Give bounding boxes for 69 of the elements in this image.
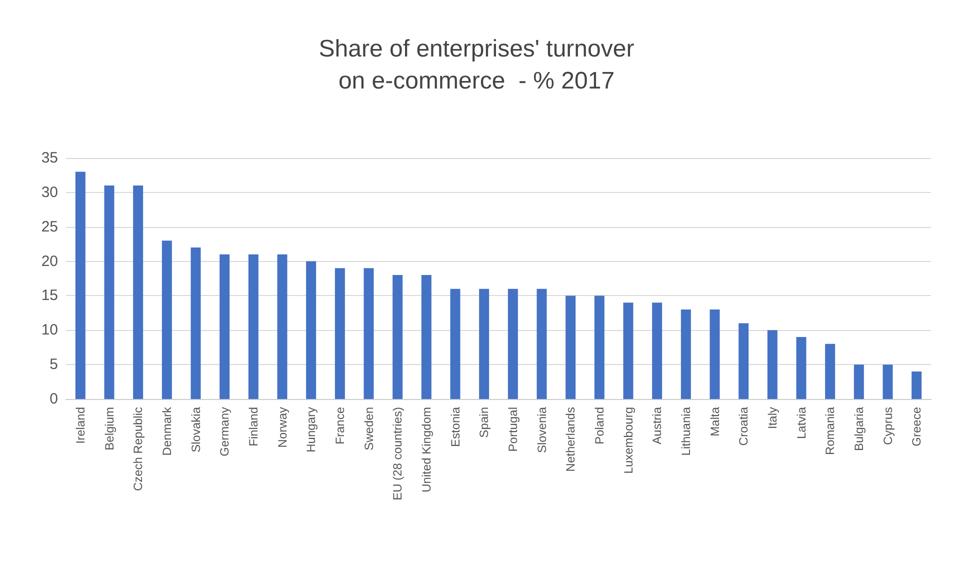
x-tick-label: Spain: [477, 407, 492, 438]
bar: [508, 288, 518, 399]
x-tick-label: Germany: [218, 407, 232, 456]
bar: [104, 186, 114, 399]
x-tick-label: Sweden: [362, 407, 376, 450]
y-tick-label: 20: [41, 252, 58, 270]
y-tick-label: 15: [41, 287, 58, 304]
x-tick-label: Romania: [823, 406, 838, 456]
x-tick-label: Italy: [765, 407, 780, 430]
bar: [75, 172, 86, 399]
y-tick-label: 25: [41, 218, 58, 236]
bar: [566, 296, 576, 399]
y-tick-label: 0: [50, 390, 58, 408]
bar: [594, 296, 604, 399]
x-tick-label: Belgium: [102, 407, 116, 450]
bar: [738, 323, 749, 399]
bar: [392, 275, 403, 399]
x-tick-label: United Kingdom: [419, 407, 434, 492]
x-tick-label: Luxembourg: [621, 407, 636, 474]
bar: [825, 344, 836, 399]
x-tick-label: Finland: [246, 407, 260, 446]
bar: [710, 309, 720, 399]
bar: [680, 309, 691, 399]
x-tick-label: Netherlands: [564, 407, 578, 472]
x-tick-label: Greece: [910, 406, 924, 446]
bar: [854, 364, 864, 399]
bar: [536, 288, 547, 399]
bar: [882, 364, 893, 399]
bar: [334, 268, 345, 399]
x-tick-label: Cyprus: [880, 407, 895, 446]
x-tick-label: Slovenia: [534, 406, 549, 454]
bar: [364, 268, 374, 399]
x-tick-label: Lithuania: [678, 406, 693, 456]
x-tick-label: Portugal: [506, 407, 520, 452]
bar: [912, 371, 922, 399]
bar: [623, 302, 634, 399]
bar: [479, 288, 490, 399]
x-tick-label: France: [332, 406, 347, 444]
x-tick-label: Malta: [708, 406, 722, 436]
bar: [248, 254, 258, 399]
bar: [190, 248, 201, 399]
x-tick-label: Croatia: [736, 406, 751, 446]
x-tick-label: Slovakia: [188, 406, 203, 452]
x-tick-label: Estonia: [448, 406, 462, 448]
chart-title: Share of enterprises' turnover on e-commerce - % 2017: [318, 36, 634, 94]
bar: [421, 275, 432, 399]
x-tick-label: Latvia: [794, 406, 808, 440]
bar: [277, 254, 288, 399]
bar: [450, 288, 460, 399]
bar: [306, 261, 316, 399]
x-tick-label: Hungary: [304, 407, 318, 452]
y-tick-label: 35: [41, 150, 58, 166]
x-tick-label: Czech Republic: [131, 407, 146, 492]
bar: [162, 240, 172, 399]
y-tick-label: 5: [50, 356, 58, 374]
x-tick-label: Ireland: [73, 407, 88, 444]
y-tick-label: 10: [41, 322, 58, 339]
bar: [796, 337, 806, 399]
x-tick-label: Poland: [592, 407, 606, 444]
x-tick-label: Denmark: [160, 406, 174, 456]
x-tick-label: Norway: [275, 407, 290, 448]
x-tick-label: EU (28 countries): [390, 407, 405, 500]
x-tick-label: Austria: [650, 406, 664, 444]
y-tick-label: 30: [41, 184, 58, 201]
bar: [767, 330, 778, 399]
bar: [652, 302, 662, 399]
x-tick-label: Bulgaria: [852, 406, 866, 452]
bar: [133, 186, 144, 399]
bar: [220, 254, 230, 399]
